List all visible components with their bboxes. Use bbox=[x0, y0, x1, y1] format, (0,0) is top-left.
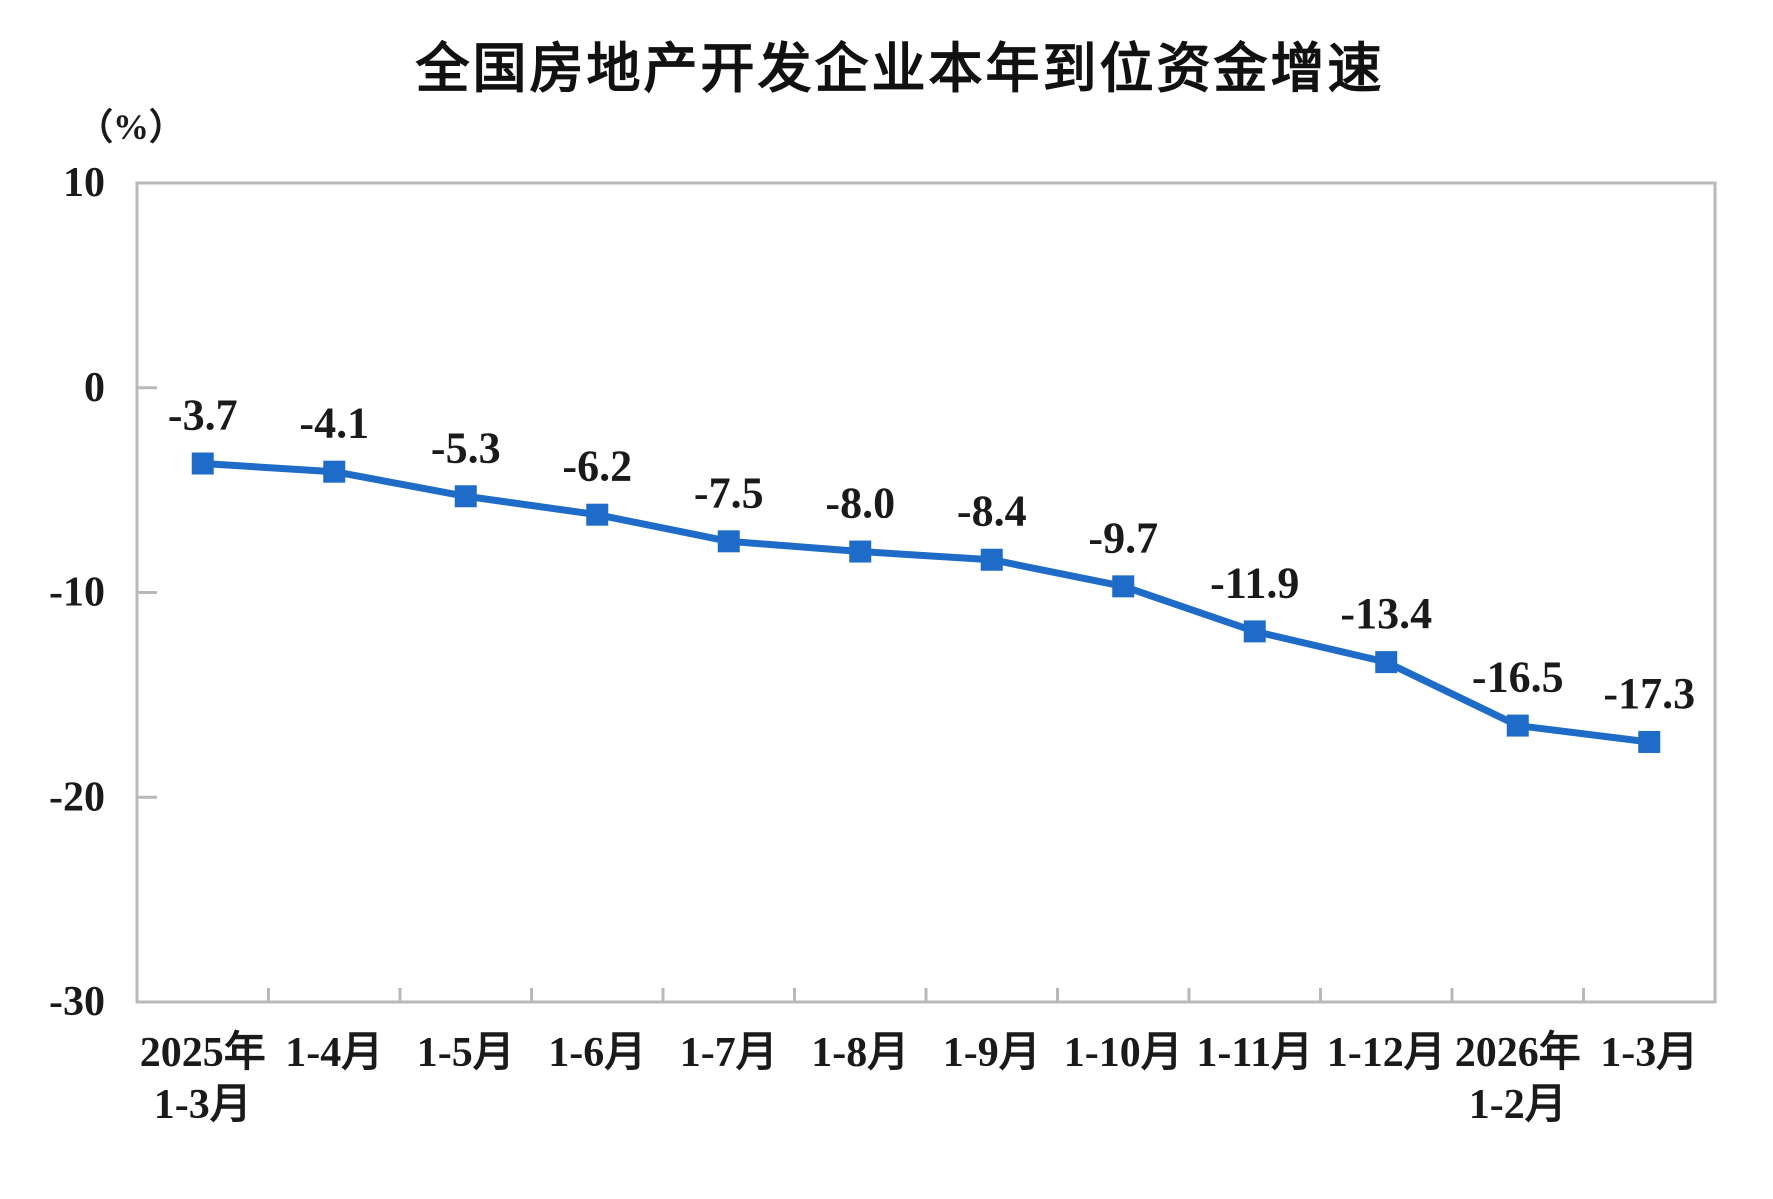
data-point-marker bbox=[1112, 575, 1135, 598]
data-line bbox=[199, 460, 1653, 746]
data-point-marker bbox=[717, 530, 740, 553]
x-axis-tick-label: 1-5月 bbox=[417, 1030, 515, 1076]
x-axis-tick-label: 1-12月 bbox=[1327, 1030, 1446, 1076]
data-point-marker bbox=[1243, 620, 1266, 643]
x-axis-tick-label: 1-8月 bbox=[811, 1030, 909, 1076]
x-axis-tick-label: 1-11月 bbox=[1196, 1030, 1313, 1076]
data-point-marker bbox=[1375, 651, 1398, 674]
y-axis-tick-label: 0 bbox=[84, 365, 105, 411]
data-point-marker bbox=[191, 452, 214, 475]
x-axis-tick-label: 1-3月 bbox=[154, 1082, 252, 1128]
data-point-label: -8.0 bbox=[825, 479, 895, 528]
data-point-label: -3.7 bbox=[168, 391, 238, 440]
x-axis-tick-label: 1-7月 bbox=[680, 1030, 778, 1076]
data-point-label: -5.3 bbox=[431, 423, 501, 472]
data-point-marker bbox=[980, 548, 1003, 571]
x-axis-tick-label: 1-4月 bbox=[285, 1030, 383, 1076]
data-point-marker bbox=[323, 460, 346, 483]
x-axis-tick-label: 1-9月 bbox=[943, 1030, 1041, 1076]
y-axis-tick-label: -20 bbox=[49, 774, 105, 820]
data-point-marker bbox=[1638, 730, 1661, 753]
y-axis-tick-label: 10 bbox=[63, 160, 105, 206]
x-axis-tick-label: 2026年 bbox=[1455, 1029, 1581, 1076]
x-axis-tick-label: 1-2月 bbox=[1469, 1082, 1567, 1128]
data-point-marker bbox=[1506, 714, 1529, 737]
data-point-marker bbox=[849, 540, 872, 563]
x-axis-tick-label: 1-6月 bbox=[548, 1030, 646, 1076]
x-axis-tick-label: 1-10月 bbox=[1064, 1030, 1183, 1076]
data-point-label: -7.5 bbox=[694, 468, 764, 517]
data-point-marker bbox=[586, 503, 609, 526]
data-point-label: -4.1 bbox=[299, 399, 369, 448]
data-point-label: -13.4 bbox=[1340, 589, 1432, 638]
data-point-label: -8.4 bbox=[957, 487, 1027, 536]
chart-title: 全国房地产开发企业本年到位资金增速 bbox=[415, 39, 1385, 99]
data-point-marker bbox=[454, 485, 477, 508]
y-axis-unit-label: （%） bbox=[76, 107, 185, 147]
y-axis-tick-label: -30 bbox=[49, 979, 105, 1025]
x-axis-tick-label: 1-3月 bbox=[1600, 1030, 1698, 1076]
y-axis-tick-label: -10 bbox=[49, 570, 105, 616]
data-point-label: -11.9 bbox=[1210, 558, 1299, 607]
data-point-label: -17.3 bbox=[1603, 669, 1695, 718]
data-point-label: -16.5 bbox=[1472, 653, 1564, 702]
x-axis-tick-label: 2025年 bbox=[140, 1029, 266, 1076]
data-point-label: -6.2 bbox=[562, 442, 632, 491]
data-point-label: -9.7 bbox=[1088, 513, 1158, 562]
plot-border bbox=[135, 181, 1717, 1004]
